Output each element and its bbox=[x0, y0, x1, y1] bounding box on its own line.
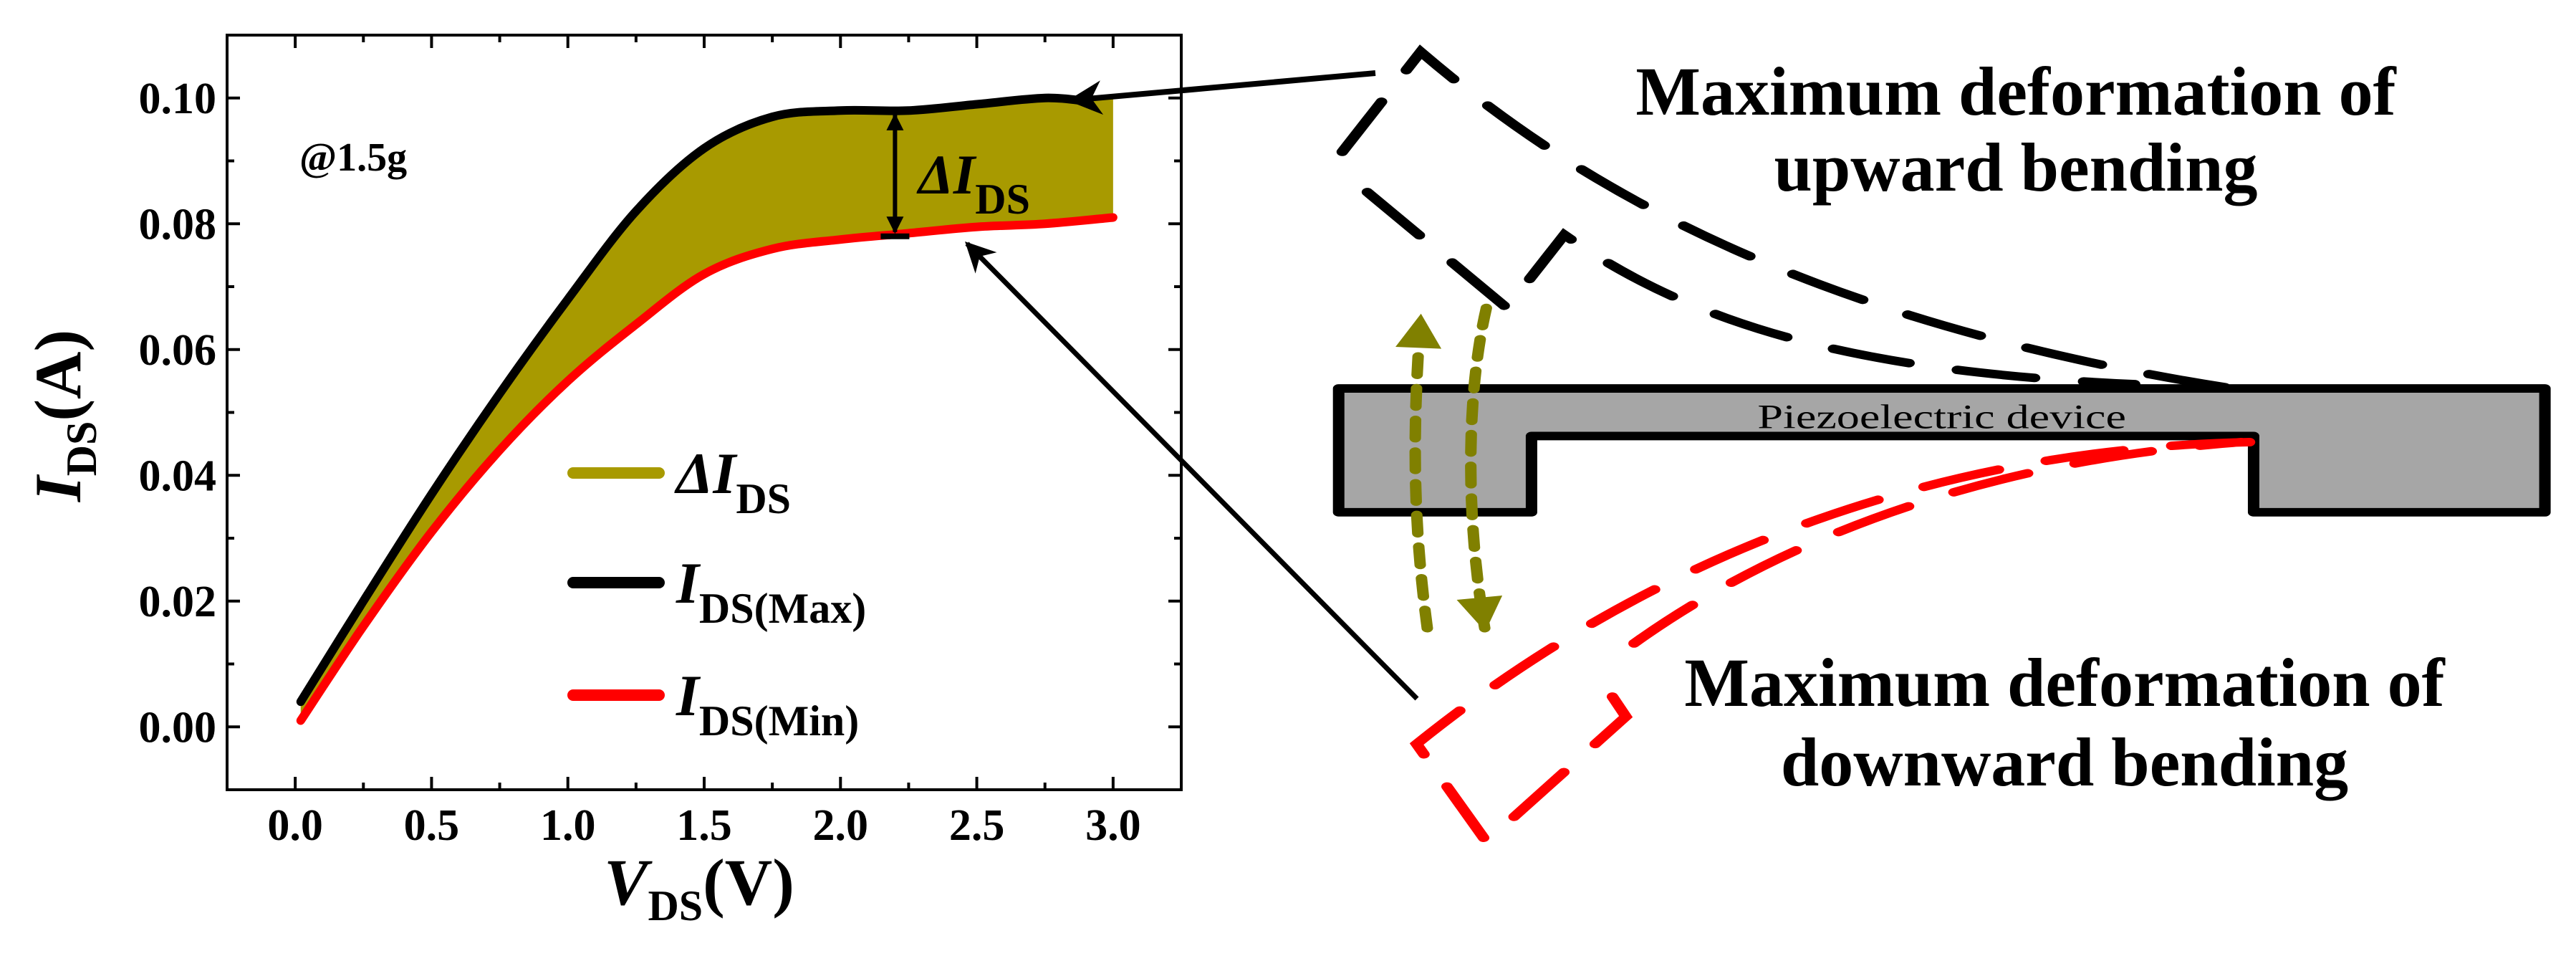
upward-caption-line2: upward bending bbox=[1774, 129, 2258, 206]
condition-annotation: @1.5g bbox=[299, 135, 407, 180]
legend-label-max: IDS(Max) bbox=[676, 550, 866, 632]
y-axis-label: IDS(A) bbox=[21, 330, 105, 502]
downward-caption-line2: downward bending bbox=[1781, 724, 2348, 800]
y-tick-label: 0.04 bbox=[139, 451, 217, 500]
piezoelectric-device bbox=[1332, 384, 2551, 517]
y-tick-label: 0.02 bbox=[139, 578, 217, 626]
arrow-to-max bbox=[1067, 70, 1376, 115]
y-tick-label: 0.00 bbox=[139, 703, 217, 752]
x-tick-label: 2.0 bbox=[813, 801, 869, 850]
x-axis-label: VDS(V) bbox=[604, 846, 794, 929]
x-tick-label: 3.0 bbox=[1085, 801, 1141, 850]
x-tick-label: 1.5 bbox=[676, 801, 732, 850]
upward-deformation-outline bbox=[1328, 44, 2231, 392]
bend-down-arrow bbox=[1456, 303, 1503, 633]
y-tick-label: 0.10 bbox=[139, 75, 217, 123]
x-tick-label: 1.0 bbox=[540, 801, 596, 850]
delta-label: ΔIDS bbox=[916, 143, 1030, 223]
downward-caption-line1: Maximum deformation of bbox=[1684, 644, 2445, 721]
arrow-to-min bbox=[965, 242, 1419, 701]
legend-label-delta: ΔIDS bbox=[674, 441, 791, 522]
y-tick-label: 0.06 bbox=[139, 326, 217, 375]
x-tick-label: 0.5 bbox=[404, 801, 460, 850]
ids-max-line bbox=[296, 93, 1090, 707]
y-tick-labels: 0.00 0.02 0.04 0.06 0.08 0.10 bbox=[139, 75, 217, 752]
legend-label-min: IDS(Min) bbox=[676, 663, 859, 745]
axis-ticks bbox=[227, 34, 1181, 791]
bend-up-arrow bbox=[1395, 312, 1442, 633]
device-label: Piezoelectric device bbox=[1757, 398, 2126, 436]
x-tick-labels: 0.0 0.5 1.0 1.5 2.0 2.5 3.0 bbox=[267, 801, 1140, 850]
legend: ΔIDS IDS(Max) IDS(Min) bbox=[567, 441, 866, 745]
cantilever-diagram: Piezoelectric device bbox=[1328, 44, 2551, 850]
delta-ids-fill bbox=[300, 97, 1113, 721]
ids-min-line bbox=[296, 213, 1118, 725]
downward-deformation-outline bbox=[1409, 438, 2256, 850]
x-tick-label: 0.0 bbox=[267, 801, 323, 850]
x-tick-label: 2.5 bbox=[949, 801, 1005, 850]
y-tick-label: 0.08 bbox=[139, 200, 217, 249]
upward-caption-line1: Maximum deformation of bbox=[1635, 53, 2396, 130]
iv-chart: 0.0 0.5 1.0 1.5 2.0 2.5 3.0 0.000.020.040.060.… bbox=[21, 34, 1183, 929]
